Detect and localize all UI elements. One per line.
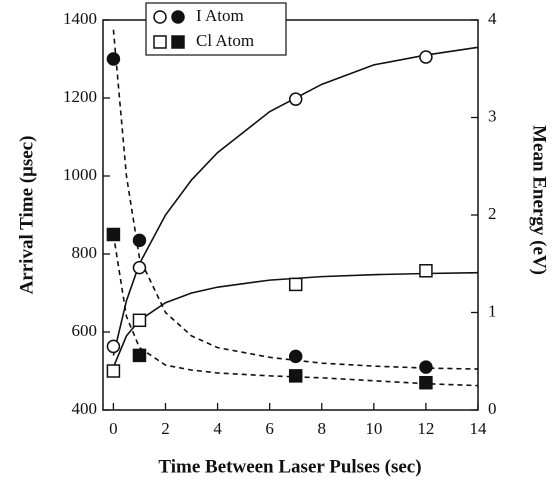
point (106, 364, 121, 378)
y2-tick-label: 4 (488, 9, 497, 28)
energy-fit-curve (112, 29, 479, 370)
legend-marker (171, 10, 185, 24)
energy-fit-curve (112, 234, 479, 387)
point (106, 52, 121, 66)
legend-label: I Atom (196, 6, 244, 25)
x-tick-label: 14 (470, 419, 488, 438)
x-tick-label: 6 (265, 419, 274, 438)
x-tick-label: 2 (161, 419, 170, 438)
x-tick-label: 10 (365, 419, 382, 438)
y-tick-label: 800 (72, 243, 98, 262)
point (419, 264, 433, 278)
point (132, 313, 147, 328)
point (288, 349, 303, 364)
y-tick-label: 1400 (63, 9, 97, 28)
y2-tick-label: 3 (488, 106, 497, 125)
point (288, 277, 303, 292)
legend (145, 2, 287, 56)
point (419, 375, 433, 390)
point (419, 360, 433, 374)
legend-marker (153, 10, 167, 24)
y-tick-label: 400 (72, 399, 98, 418)
plot-frame (102, 19, 479, 411)
point (132, 233, 147, 248)
point (419, 50, 433, 64)
x-tick-label: 12 (417, 419, 434, 438)
legend-label: Cl Atom (196, 31, 254, 50)
arrival-fit-curve (112, 46, 479, 356)
x-tick-label: 0 (109, 419, 118, 438)
legend-marker (153, 35, 167, 49)
y-tick-label: 1000 (63, 165, 97, 184)
y2-axis-label: Mean Energy (eV) (529, 125, 550, 275)
point (288, 369, 303, 383)
y2-tick-label: 0 (488, 399, 497, 418)
y2-tick-label: 1 (488, 301, 497, 320)
x-tick-label: 4 (213, 419, 222, 438)
x-axis-label: Time Between Laser Pulses (sec) (158, 456, 421, 477)
legend-marker (171, 35, 185, 49)
y-tick-label: 600 (72, 321, 98, 340)
y-axis-label: Arrival Time (μsec) (16, 136, 37, 295)
point (132, 260, 147, 275)
point (106, 227, 121, 242)
point (132, 348, 147, 363)
point (106, 339, 121, 354)
y2-tick-label: 2 (488, 204, 497, 223)
x-tick-label: 8 (318, 419, 327, 438)
y-tick-label: 1200 (63, 87, 97, 106)
point (288, 92, 303, 106)
